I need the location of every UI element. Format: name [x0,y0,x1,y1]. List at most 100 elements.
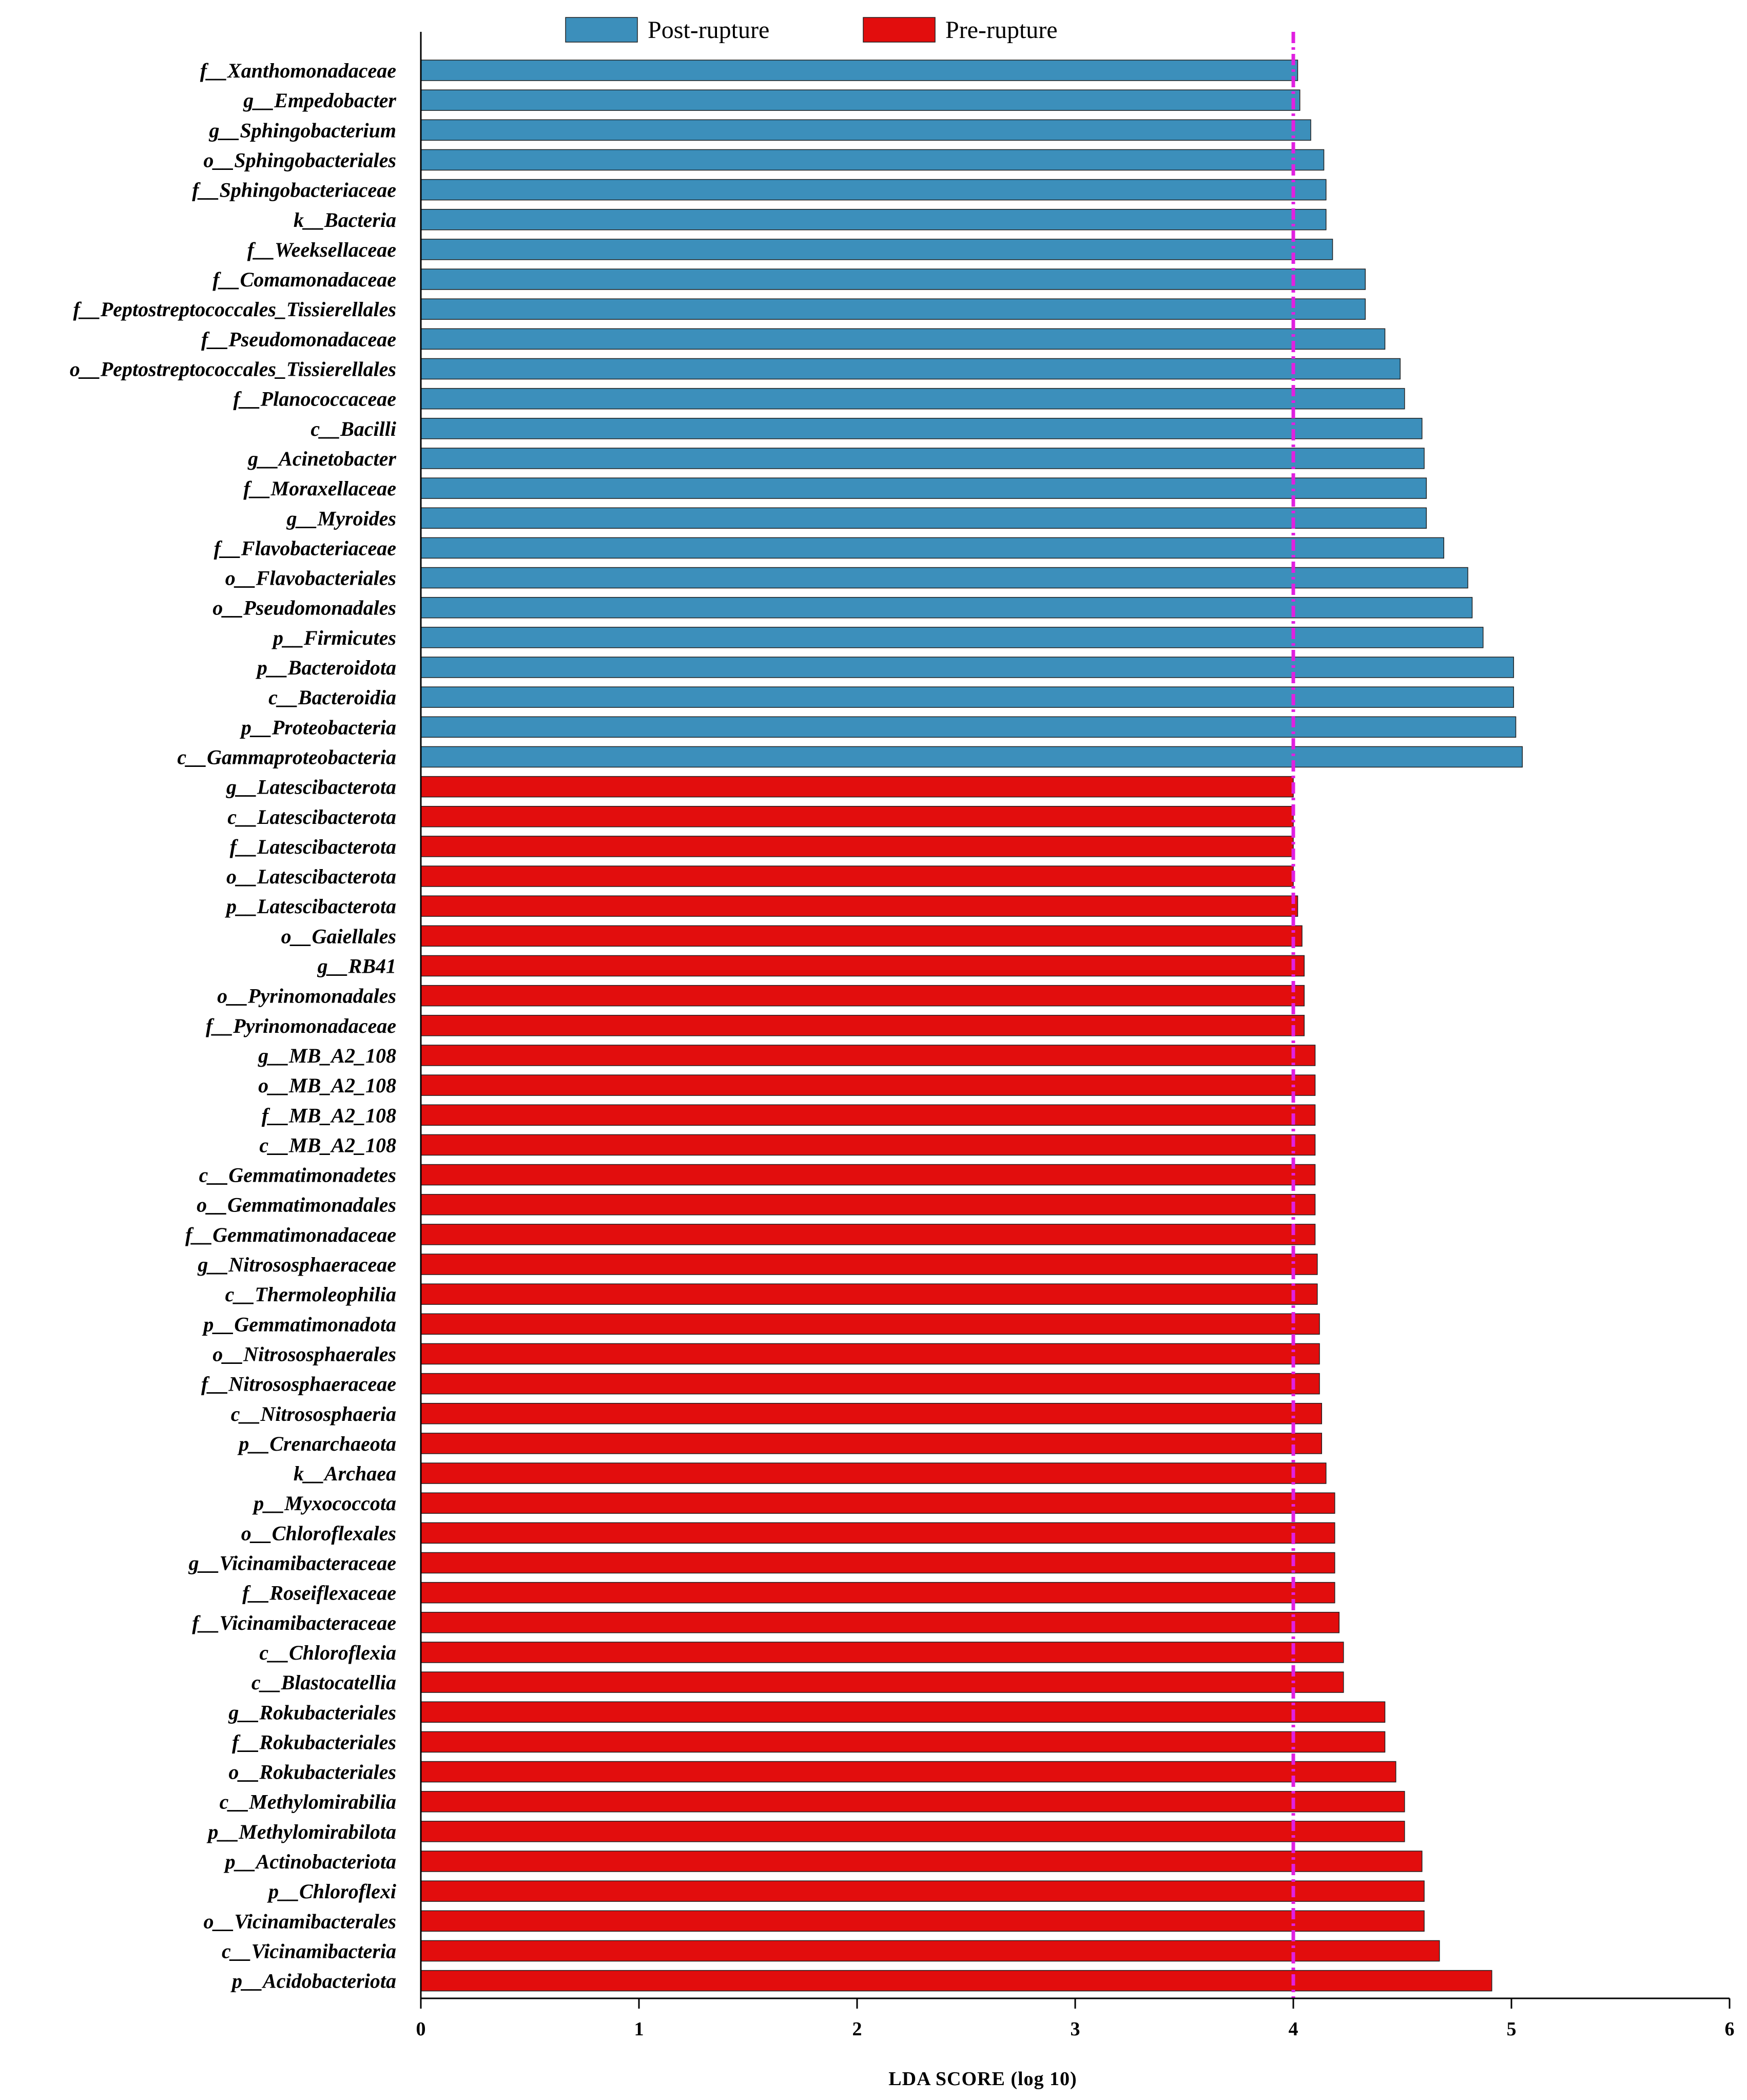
category-label: f__Gemmatimonadaceae [185,1223,396,1246]
bar-f-pseudomonadaceae [420,328,1386,350]
category-label: p__Acidobacteriota [230,1970,396,1993]
category-label: f__Sphingobacteriaceae [192,179,396,202]
category-label: p__Methylomirabilota [206,1820,396,1843]
bar-o-mb-a2-108 [420,1074,1316,1096]
category-label: o__Peptostreptococcales_Tissierellales [70,358,396,381]
bar-g-rokubacteriales [420,1701,1386,1723]
legend-swatch-post-rupture [565,17,638,43]
category-label: o__Pseudomonadales [212,596,396,620]
bar-g-empedobacter [420,89,1300,111]
category-label: o__Vicinamibacterales [203,1910,396,1933]
bar-f-pyrinomonadaceae [420,1015,1305,1036]
bar-f-mb-a2-108 [420,1104,1316,1126]
category-label: f__Roseiflexaceae [242,1582,396,1605]
bar-p-gemmatimonadota [420,1313,1320,1335]
category-label: c__Bacilli [310,417,396,440]
category-label: g__Nitrososphaeraceae [197,1253,396,1276]
category-label: k__Archaea [294,1462,396,1485]
category-label: c__Methylomirabilia [220,1790,396,1814]
bar-f-sphingobacteriaceae [420,179,1327,201]
category-label: o__MB_A2_108 [258,1074,396,1097]
category-label: o__Flavobacteriales [225,567,396,590]
bar-p-myxococcota [420,1492,1335,1514]
bar-c-thermoleophilia [420,1283,1318,1305]
bar-o-latescibacterota [420,865,1294,887]
bar-p-bacteroidota [420,657,1514,678]
category-label: o__Pyrinomonadales [217,985,396,1008]
category-label: o__Sphingobacteriales [203,148,396,171]
category-label: p__Gemmatimonadota [202,1313,396,1336]
category-label: g__RB41 [317,955,396,978]
bar-c-blastocatellia [420,1671,1344,1693]
x-tick-label: 0 [416,2018,426,2040]
category-label: f__Vicinamibacteraceae [192,1611,396,1634]
category-label: p__Firmicutes [271,626,396,649]
bar-o-flavobacteriales [420,567,1468,589]
category-label: c__Chloroflexia [259,1641,396,1664]
bar-o-peptostreptococcales-tissierellales [420,358,1401,380]
legend: Post-rupture Pre-rupture [565,16,1058,44]
bar-p-latescibacterota [420,895,1298,917]
category-label: p__Proteobacteria [240,716,396,739]
category-label: p__Crenarchaeota [237,1432,396,1455]
legend-swatch-pre-rupture [863,17,936,43]
bar-p-chloroflexi [420,1880,1425,1902]
bar-o-nitrososphaerales [420,1343,1320,1365]
category-label: k__Bacteria [294,208,396,232]
bar-f-planococcaceae [420,388,1405,410]
bar-g-rb41 [420,955,1305,977]
category-label: o__Rokubacteriales [228,1761,396,1784]
x-axis-ticks-group: 0 1 2 3 4 5 6 [416,1998,1735,2040]
bar-g-acinetobacter [420,448,1425,469]
category-label: f__Weeksellaceae [247,238,396,261]
bar-p-firmicutes [420,627,1484,648]
bar-f-moraxellaceae [420,477,1427,499]
bar-c-vicinamibacteria [420,1940,1440,1962]
category-label: f__Xanthomonadaceae [200,59,396,82]
bar-g-vicinamibacteraceae [420,1552,1335,1574]
category-label: p__Myxococcota [252,1492,396,1515]
category-label: o__Nitrososphaerales [212,1342,396,1365]
category-label: f__Pyrinomonadaceae [206,1014,396,1037]
bar-f-vicinamibacteraceae [420,1612,1340,1633]
bar-c-latescibacterota [420,806,1294,827]
bar-o-gaiellales [420,925,1303,947]
category-label: g__Myroides [286,507,396,530]
category-label: f__MB_A2_108 [262,1104,396,1127]
category-label: f__Pseudomonadaceae [201,327,396,351]
bar-o-chloroflexales [420,1522,1335,1544]
category-label: c__MB_A2_108 [259,1133,396,1157]
bar-c-chloroflexia [420,1642,1344,1663]
category-label: p__Latescibacterota [225,895,396,918]
category-label: g__MB_A2_108 [258,1044,396,1067]
bar-f-flavobacteriaceae [420,537,1444,559]
bar-f-latescibacterota [420,836,1294,857]
bar-f-xanthomonadaceae [420,60,1298,81]
x-axis-title: LDA SCORE (log 10) [888,2068,1077,2090]
category-label: f__Planococcaceae [233,388,396,411]
bar-g-latescibacterota [420,776,1294,798]
bar-o-pseudomonadales [420,596,1473,619]
bar-c-gemmatimonadetes [420,1164,1316,1186]
category-label: c__Nitrososphaeria [231,1402,396,1425]
category-label: g__Empedobacter [243,89,396,112]
bar-f-comamonadaceae [420,268,1366,290]
bar-c-bacilli [420,418,1423,439]
bar-c-bacteroidia [420,686,1514,708]
bar-g-myroides [420,507,1427,529]
bar-g-nitrososphaeraceae [420,1254,1318,1275]
category-label: g__Rokubacteriales [228,1701,396,1724]
x-tick-label: 4 [1289,2018,1298,2040]
category-label: g__Acinetobacter [247,447,396,470]
bar-p-proteobacteria [420,716,1517,738]
bar-p-actinobacteriota [420,1851,1423,1872]
category-label: p__Chloroflexi [267,1880,396,1903]
category-label: f__Rokubacteriales [232,1730,396,1754]
category-label: f__Latescibacterota [230,835,396,858]
legend-label-post-rupture: Post-rupture [648,16,769,44]
x-tick-label: 3 [1071,2018,1080,2040]
bar-f-weeksellaceae [420,239,1333,260]
category-label: c__Thermoleophilia [225,1283,396,1306]
x-tick-label: 1 [634,2018,644,2040]
